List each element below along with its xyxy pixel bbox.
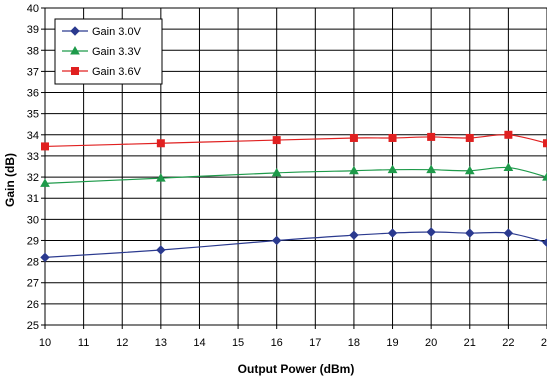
x-axis-ticks: 10 11 12 13 14 15 16 17 18 19 20 21 22 23 xyxy=(39,325,547,349)
series-3 xyxy=(41,130,547,151)
x-tick-label: 23 xyxy=(541,337,547,349)
data-point xyxy=(387,228,398,238)
legend-marker xyxy=(71,67,79,75)
y-tick-label: 27 xyxy=(27,278,39,290)
data-point xyxy=(503,162,514,172)
data-point xyxy=(41,142,49,151)
data-point xyxy=(504,130,513,139)
data-point xyxy=(40,178,50,187)
y-axis-label: Gain (dB) xyxy=(3,153,17,207)
data-point xyxy=(156,245,166,255)
data-point xyxy=(426,164,437,174)
x-tick-label: 19 xyxy=(386,337,398,349)
data-point xyxy=(40,252,50,263)
y-tick-label: 37 xyxy=(27,66,39,78)
data-point xyxy=(155,173,166,182)
series-line xyxy=(44,231,547,258)
x-tick-label: 13 xyxy=(155,337,167,349)
x-tick-label: 21 xyxy=(464,337,476,349)
series-line xyxy=(44,134,547,148)
y-axis-ticks: 25 26 27 28 29 30 31 32 33 34 35 36 37 38 39 40 xyxy=(27,3,45,332)
data-point xyxy=(427,132,436,141)
legend-item: Gain 3.3V xyxy=(62,45,142,58)
data-point xyxy=(349,133,358,142)
data-point xyxy=(272,136,281,145)
y-tick-label: 31 xyxy=(27,193,39,205)
y-tick-label: 36 xyxy=(27,88,39,100)
x-tick-label: 22 xyxy=(502,337,514,349)
y-tick-label: 25 xyxy=(27,320,39,332)
data-point xyxy=(542,237,547,248)
data-point xyxy=(426,227,436,237)
data-point xyxy=(156,139,165,148)
y-tick-label: 26 xyxy=(27,299,39,311)
x-tick-label: 14 xyxy=(193,337,205,349)
series-1 xyxy=(40,227,547,263)
y-tick-label: 28 xyxy=(27,257,39,269)
legend-item: Gain 3.0V xyxy=(62,26,142,38)
legend-label: Gain 3.6V xyxy=(92,66,142,78)
data-point xyxy=(349,165,359,175)
data-point xyxy=(388,133,397,142)
y-tick-label: 38 xyxy=(27,45,39,57)
data-point xyxy=(503,228,514,238)
data-point xyxy=(387,164,398,174)
data-point xyxy=(349,230,359,240)
legend-label: Gain 3.0V xyxy=(92,26,142,38)
data-point xyxy=(543,139,547,148)
series-line xyxy=(44,166,547,185)
series-layer xyxy=(40,130,547,263)
y-tick-label: 33 xyxy=(27,151,39,163)
data-point xyxy=(465,133,474,142)
legend: Gain 3.0V Gain 3.3V Gain 3.6V xyxy=(54,18,163,85)
x-axis-label: Output Power (dBm) xyxy=(238,362,355,376)
y-tick-label: 34 xyxy=(27,130,39,142)
data-point xyxy=(271,235,282,246)
x-tick-label: 11 xyxy=(78,337,89,349)
y-tick-label: 30 xyxy=(27,214,39,226)
x-tick-label: 12 xyxy=(116,337,128,349)
plot-frame xyxy=(44,7,547,326)
data-point xyxy=(271,167,282,177)
y-tick-label: 32 xyxy=(27,172,39,184)
x-tick-label: 15 xyxy=(232,337,244,349)
x-tick-label: 10 xyxy=(39,337,51,349)
y-tick-label: 40 xyxy=(27,3,39,15)
x-tick-label: 16 xyxy=(271,337,283,349)
y-tick-label: 35 xyxy=(27,109,39,121)
legend-marker xyxy=(70,45,80,55)
x-tick-label: 18 xyxy=(348,337,360,349)
legend-marker xyxy=(70,26,80,36)
y-tick-label: 39 xyxy=(27,24,39,36)
data-point xyxy=(464,165,475,175)
y-tick-label: 29 xyxy=(27,235,39,247)
legend-item: Gain 3.6V xyxy=(62,66,142,78)
x-tick-label: 17 xyxy=(309,337,321,349)
x-tick-label: 20 xyxy=(425,337,437,349)
legend-label: Gain 3.3V xyxy=(92,46,142,58)
data-point xyxy=(465,228,475,238)
data-point xyxy=(542,172,547,181)
series-2 xyxy=(40,162,547,187)
